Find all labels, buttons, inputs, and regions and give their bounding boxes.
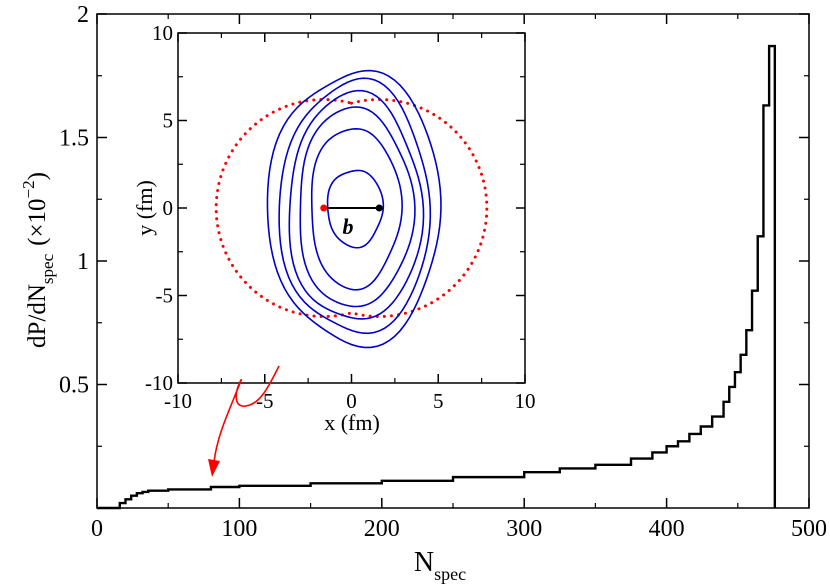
main-y-tick-label: 1 (77, 249, 89, 275)
main-y-tick-label: 0.5 (59, 373, 89, 399)
main-x-tick-label: 500 (791, 516, 827, 542)
nucleus-center-left-dot (320, 204, 328, 212)
density-contour (299, 106, 416, 308)
main-y-ticks: 0.5 1 1.5 2 (59, 2, 809, 447)
main-x-tick-label: 100 (221, 516, 257, 542)
main-y-axis-label: dP/dNspec(×10−2) (19, 172, 57, 348)
impact-parameter-label: b (343, 214, 354, 239)
inset-x-tick-label: 0 (346, 389, 357, 413)
inset-x-axis-label: x (fm) (324, 410, 380, 435)
density-contour (288, 89, 425, 320)
inset-y-axis-label: y (fm) (132, 180, 157, 236)
main-x-ticks: 0 100 200 300 400 500 (91, 14, 827, 542)
density-contour (266, 69, 442, 349)
main-x-tick-label: 200 (364, 516, 400, 542)
arrow-head (208, 459, 220, 477)
inset-y-tick-label: -5 (156, 284, 174, 308)
nucleus-outline-path (214, 98, 489, 318)
main-plot: 0 100 200 300 400 500 0.511.52 Nspec dP/dNspe… (19, 2, 827, 584)
inset-y-tick-label: 5 (163, 109, 174, 133)
inset-x-tick-label: -5 (256, 389, 274, 413)
inset-y-ticks: -10 -5 0 5 10 (145, 21, 525, 395)
main-x-axis-label: Nspec (414, 547, 466, 584)
inset-plot: b -10 -5 0 5 10 -10 -5 0 5 10 x (fm) y (fm) (132, 21, 536, 435)
nucleus-outline-dotted (214, 98, 489, 318)
density-contours (266, 69, 442, 349)
main-x-tick-label: 300 (506, 516, 542, 542)
inset-y-tick-label: 10 (152, 21, 173, 45)
inset-y-tick-label: 0 (163, 196, 174, 220)
arrow-curve (213, 365, 280, 463)
main-x-tick-label: 0 (91, 516, 103, 542)
histogram-step-line (97, 44, 777, 510)
inset-x-tick-label: 10 (515, 389, 536, 413)
main-x-tick-label: 400 (649, 516, 685, 542)
density-contour (310, 127, 403, 291)
density-contour (278, 77, 432, 335)
nucleus-center-right-dot (375, 204, 383, 212)
main-y-tick-label: 2 (77, 2, 89, 28)
main-y-tick-label: 1.5 (59, 126, 89, 152)
inset-y-tick-label: -10 (145, 371, 173, 395)
inset-x-tick-label: -10 (164, 389, 192, 413)
inset-x-ticks: -10 -5 0 5 10 (164, 33, 536, 413)
zoom-indicator-arrow (208, 365, 280, 477)
inset-x-tick-label: 5 (433, 389, 444, 413)
